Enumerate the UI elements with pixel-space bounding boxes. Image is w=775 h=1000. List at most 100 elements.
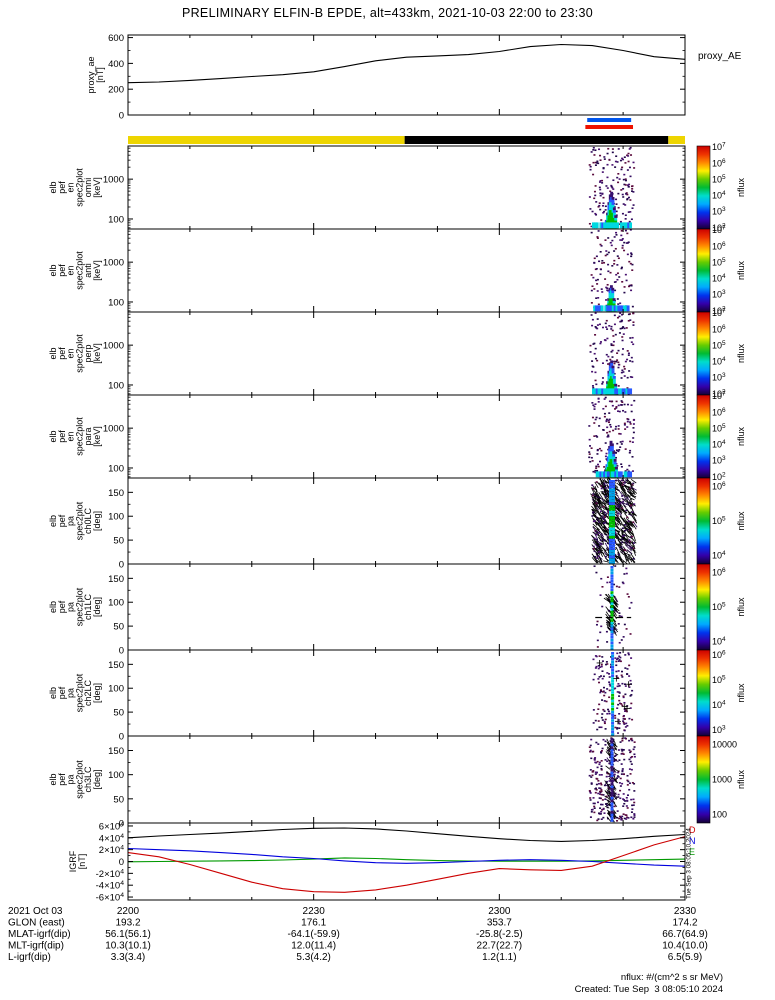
line-series-proxy_AE xyxy=(127,43,686,84)
colorbar-label-pa_ch1: nflux xyxy=(736,597,746,617)
svg-text:104: 104 xyxy=(712,356,726,367)
panel-pa_ch3: 050100150elbpefpaspec2plotch3LC[deg]1000… xyxy=(48,735,746,830)
line-series-E xyxy=(127,857,686,863)
svg-text:102: 102 xyxy=(712,222,726,233)
created-vertical: Tue Sep 3 08:05:10 2024 xyxy=(686,828,693,899)
svg-text:176.1: 176.1 xyxy=(301,918,326,929)
svg-text:12.0(11.4): 12.0(11.4) xyxy=(291,941,336,952)
svg-text:-6×104: -6×104 xyxy=(96,892,125,904)
ylabel-en_para: elbpefenspec2plotpara[keV] xyxy=(48,417,102,456)
svg-text:56.1(56.1): 56.1(56.1) xyxy=(105,929,151,940)
nflux-units-note: nflux: #/(cm^2 s sr MeV) xyxy=(620,972,723,983)
svg-text:193.2: 193.2 xyxy=(115,918,140,929)
svg-text:104: 104 xyxy=(712,550,726,561)
svg-text:107: 107 xyxy=(712,391,726,402)
svg-text:107: 107 xyxy=(712,225,726,236)
colorbar-pa_ch2 xyxy=(696,649,711,737)
svg-text:E: E xyxy=(689,847,695,857)
svg-text:3.3(3.4): 3.3(3.4) xyxy=(111,952,145,963)
svg-text:4×104: 4×104 xyxy=(99,833,124,845)
svg-text:2021 Oct 03: 2021 Oct 03 xyxy=(8,906,63,917)
svg-text:105: 105 xyxy=(712,257,726,268)
svg-text:-25.8(-2.5): -25.8(-2.5) xyxy=(476,929,523,940)
svg-text:MLT-igrf(dip): MLT-igrf(dip) xyxy=(8,941,64,952)
svg-text:-4×104: -4×104 xyxy=(96,880,125,892)
svg-text:GLON (east): GLON (east) xyxy=(8,918,65,929)
svg-text:100: 100 xyxy=(108,598,124,609)
colorbar-label-pa_ch3: nflux xyxy=(736,769,746,789)
svg-text:2200: 2200 xyxy=(117,906,140,917)
strip-segment-sunlit-1 xyxy=(128,136,405,144)
collection-marker-blue xyxy=(587,118,632,122)
colorbar-pa_ch3 xyxy=(696,735,711,824)
colorbar-label-pa_ch2: nflux xyxy=(736,683,746,703)
svg-text:100: 100 xyxy=(108,297,124,308)
svg-text:D: D xyxy=(689,825,696,835)
ephemeris-table: GLON (east) 193.2 176.1 353.7 174.2 MLAT-igrf… xyxy=(8,918,708,964)
svg-text:50: 50 xyxy=(113,708,124,719)
line-series-B xyxy=(127,827,686,842)
ylabel-en_perp: elbpefenspec2plotperp[keV] xyxy=(48,334,102,373)
svg-text:6×104: 6×104 xyxy=(99,821,124,833)
colorbar-pa_ch1 xyxy=(696,563,711,651)
svg-text:L-igrf(dip): L-igrf(dip) xyxy=(8,952,51,963)
svg-text:105: 105 xyxy=(712,174,726,185)
svg-text:103: 103 xyxy=(712,289,726,300)
svg-text:1000: 1000 xyxy=(103,424,124,435)
svg-text:1000: 1000 xyxy=(103,175,124,186)
svg-text:105: 105 xyxy=(712,602,726,613)
svg-text:103: 103 xyxy=(712,455,726,466)
svg-text:102: 102 xyxy=(712,388,726,399)
svg-text:0: 0 xyxy=(119,646,124,657)
svg-text:MLAT-igrf(dip): MLAT-igrf(dip) xyxy=(8,929,71,940)
svg-text:10000: 10000 xyxy=(712,740,737,750)
svg-text:10.4(10.0): 10.4(10.0) xyxy=(662,941,708,952)
svg-text:103: 103 xyxy=(712,724,726,735)
svg-text:22.7(22.7): 22.7(22.7) xyxy=(477,941,523,952)
svg-text:50: 50 xyxy=(113,794,124,805)
svg-text:104: 104 xyxy=(712,190,726,201)
colorbar-en_anti xyxy=(696,228,711,313)
panel-sunlight_strip xyxy=(128,136,685,144)
ylabel-pa_ch1: elbpefpaspec2plotch1LC[deg] xyxy=(48,587,102,626)
svg-text:106: 106 xyxy=(712,407,726,418)
svg-text:106: 106 xyxy=(712,650,726,661)
svg-text:2330: 2330 xyxy=(674,906,697,917)
line-series-N xyxy=(127,847,686,867)
svg-text:102: 102 xyxy=(712,471,726,482)
svg-text:1000: 1000 xyxy=(103,341,124,352)
svg-text:102: 102 xyxy=(712,305,726,316)
strip-segment-sunlit-2 xyxy=(668,136,685,144)
collection-marker-red xyxy=(585,125,634,129)
panel-proxy_ae: 0 200 400 600 proxy_ae[nT] proxy_AE xyxy=(86,33,742,121)
colorbar-en_perp xyxy=(696,311,711,396)
svg-text:600: 600 xyxy=(108,33,124,44)
svg-text:105: 105 xyxy=(712,423,726,434)
colorbar-label-en_anti: nflux xyxy=(736,260,746,280)
svg-text:104: 104 xyxy=(712,439,726,450)
colorbar-en_omni xyxy=(696,145,711,230)
svg-text:106: 106 xyxy=(712,158,726,169)
svg-text:2×104: 2×104 xyxy=(99,845,124,857)
svg-text:N: N xyxy=(689,836,696,846)
svg-text:0: 0 xyxy=(119,819,124,830)
panel-science_zone_markers xyxy=(585,118,634,129)
svg-text:10.3(10.1): 10.3(10.1) xyxy=(105,941,151,952)
svg-text:1.2(1.1): 1.2(1.1) xyxy=(482,952,516,963)
svg-text:50: 50 xyxy=(113,536,124,547)
svg-text:100: 100 xyxy=(108,380,124,391)
svg-text:150: 150 xyxy=(108,574,124,585)
svg-text:0: 0 xyxy=(119,857,124,868)
svg-text:104: 104 xyxy=(712,273,726,284)
svg-text:100: 100 xyxy=(108,463,124,474)
svg-text:0: 0 xyxy=(119,732,124,743)
svg-text:106: 106 xyxy=(712,481,726,492)
svg-text:104: 104 xyxy=(712,636,726,647)
svg-text:106: 106 xyxy=(712,241,726,252)
svg-text:150: 150 xyxy=(108,488,124,499)
svg-text:-2×104: -2×104 xyxy=(96,868,125,880)
panel-pa_ch1: 0 50 100 150 elbpefpaspec2plotch1LC[deg] 106 1… xyxy=(48,563,746,657)
